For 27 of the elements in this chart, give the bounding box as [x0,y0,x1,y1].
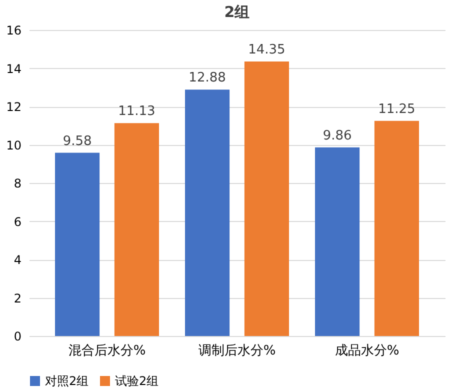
y-tick-label: 16 [6,24,22,38]
y-tick-label: 14 [6,62,22,76]
y-tick-label: 6 [14,214,22,229]
bar [114,123,159,336]
y-tick-label: 12 [6,100,22,114]
data-label: 9.58 [62,134,92,149]
x-tick-label: 成品水分% [334,344,400,358]
y-tick-label: 2 [14,291,22,306]
bar [185,90,230,336]
y-tick-label: 0 [14,330,22,344]
x-tick-label: 调制后水分% [198,344,276,358]
y-tick-label: 8 [14,176,22,190]
bar [374,120,419,336]
bar [315,147,360,336]
legend-label: 对照2组 [45,374,89,388]
data-label: 14.35 [248,42,286,58]
chart-title: 2组 [224,3,250,21]
x-tick-label: 混合后水分% [68,344,146,358]
legend-label: 试验2组 [115,374,159,388]
y-tick-label: 10 [6,138,22,152]
data-label: 12.88 [188,70,226,86]
bar [244,62,289,336]
data-label: 11.13 [118,104,156,120]
data-label: 11.25 [378,102,416,117]
bar [55,152,100,336]
data-label: 9.86 [322,128,352,144]
y-tick-label: 4 [14,253,22,267]
